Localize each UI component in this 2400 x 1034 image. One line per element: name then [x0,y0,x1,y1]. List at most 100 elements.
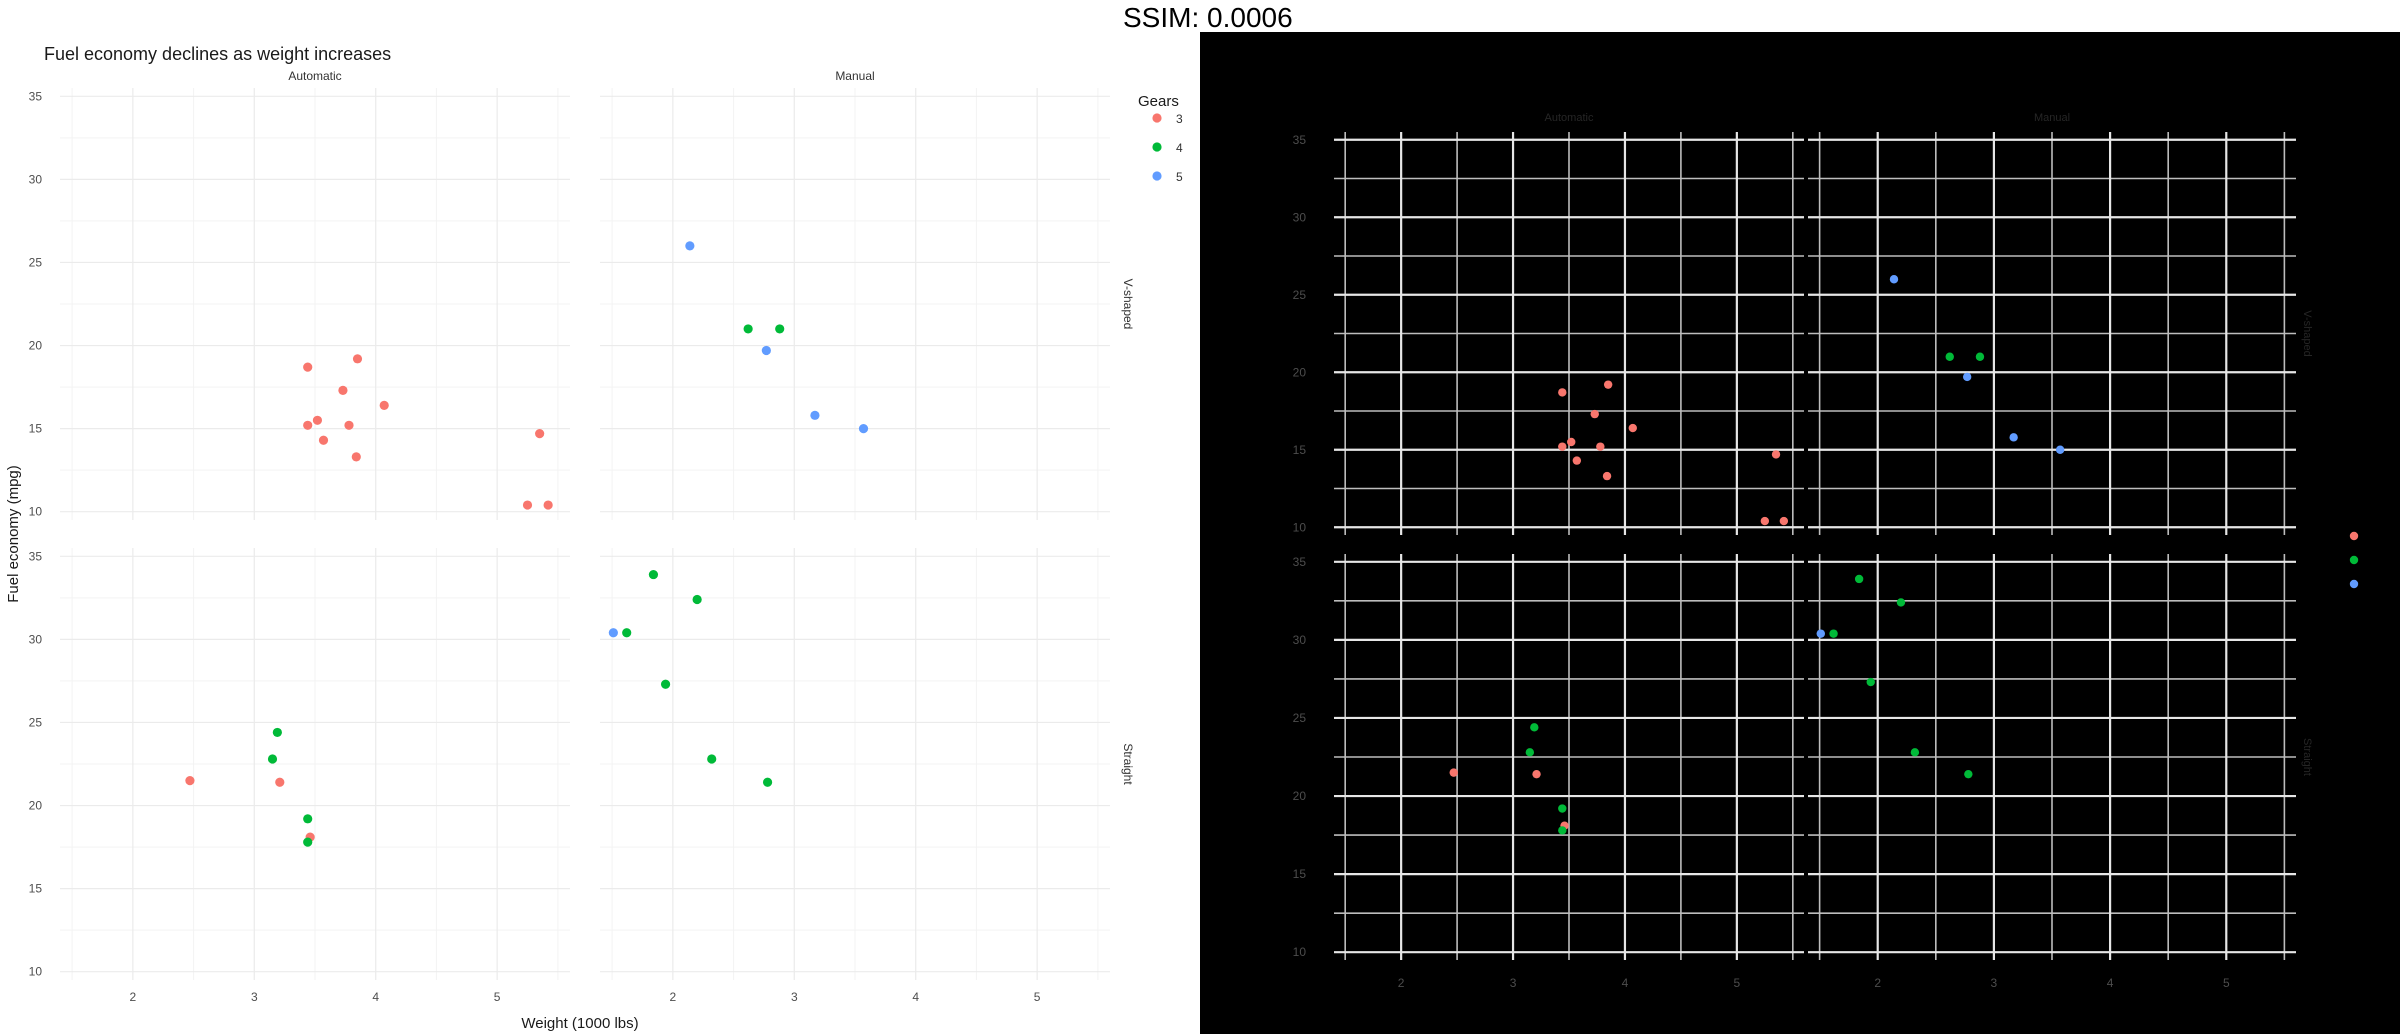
facet-col-label: Automatic [1545,112,1594,124]
chart-canvas: Fuel economy declines as weight increase… [5,44,1183,1032]
data-point [1975,352,1985,361]
data-point [185,776,195,786]
data-point [1525,748,1535,757]
chart-title: Fuel economy declines as weight increase… [44,44,391,64]
data-point [275,777,285,787]
y-tick-label: 15 [1293,867,1307,881]
data-point [1964,769,1973,779]
legend-key [1152,113,1162,123]
facet-col-label: Manual [2034,112,2070,124]
y-tick-label: 15 [29,422,43,436]
data-point [660,679,671,689]
data-point [1558,826,1567,835]
x-tick-label: 2 [1398,976,1405,990]
data-point [1896,598,1906,607]
y-tick-label: 25 [1293,711,1307,725]
facet-panel [60,548,570,980]
x-tick-label: 3 [1991,976,1998,990]
data-point [1829,629,1838,638]
data-point [1572,456,1582,465]
data-point [303,362,313,372]
y-tick-label: 10 [1293,945,1307,959]
data-point [303,837,313,847]
data-point [608,628,618,638]
x-tick-label: 5 [1734,976,1741,990]
data-point [1779,516,1789,526]
data-point [1628,423,1637,433]
data-point [1889,275,1899,284]
legend-key [1152,142,1162,152]
x-tick-label: 4 [912,990,919,1004]
legend-key [2349,531,2359,541]
data-point [1602,471,1612,481]
x-tick-label: 4 [372,990,379,1004]
x-tick-label: 3 [251,990,258,1004]
data-point [1945,352,1954,361]
data-point [1558,388,1567,397]
y-tick-label: 30 [29,632,43,646]
data-point [775,324,785,334]
y-tick-label: 35 [29,89,43,103]
facet-panel [1334,554,1804,960]
x-tick-label: 2 [130,990,137,1004]
facet-panel [1334,132,1804,535]
y-tick-label: 30 [1293,210,1307,224]
y-tick-label: 25 [1293,288,1307,302]
data-point [1603,380,1613,389]
legend-label: 3 [1176,112,1183,126]
data-point [312,415,323,425]
y-axis-label: Fuel economy (mpg) [5,465,22,603]
ssim-label: SSIM: 0.0006 [1123,2,1293,33]
data-point [351,452,361,462]
y-tick-label: 30 [29,172,43,186]
data-point [1558,804,1567,813]
x-tick-label: 5 [494,990,501,1004]
data-point [543,500,553,510]
facet-col-label: Manual [835,69,874,83]
facet-panel [600,548,1110,980]
y-tick-label: 25 [29,255,43,269]
data-point [1530,723,1539,732]
data-point [2055,445,2065,454]
y-tick-label: 10 [1293,520,1307,534]
scatter-facet-chart: Fuel economy declines as weight increase… [5,44,1183,1032]
y-tick-label: 35 [1293,133,1307,147]
data-point [272,727,282,738]
y-tick-label: 35 [29,549,43,563]
render-canvas: Automatic ManualV-shapedStraight101520253… [1293,112,2359,990]
y-tick-label: 35 [1293,555,1307,569]
data-point [352,354,363,364]
data-point [318,435,329,445]
x-tick-label: 2 [670,990,677,1004]
data-point [1962,372,1972,382]
y-tick-label: 20 [29,799,43,813]
data-point [1760,516,1770,526]
data-point [1558,442,1567,451]
data-point [707,754,717,764]
y-tick-label: 25 [29,715,43,729]
y-tick-label: 30 [1293,633,1307,647]
x-tick-label: 3 [1510,976,1517,990]
legend-label: 4 [1176,141,1183,155]
y-tick-label: 10 [29,965,43,979]
y-tick-label: 20 [1293,789,1307,803]
data-point [267,754,278,764]
facet-row-label: Straight [1121,743,1135,785]
x-tick-label: 4 [1622,976,1629,990]
data-point [692,594,702,605]
data-point [1590,409,1599,419]
data-point [743,324,753,334]
legend-title: Gears [1138,93,1179,110]
data-point [379,400,389,410]
data-point [685,241,695,251]
x-tick-label: 5 [1034,990,1041,1004]
data-point [761,345,771,356]
data-point [1910,748,1920,757]
y-tick-label: 15 [29,882,43,896]
data-point [762,777,773,787]
facet-row-label: V-shaped [2301,310,2313,356]
data-point [1854,574,1864,584]
x-tick-label: 5 [2223,976,2230,990]
data-point [2009,433,2018,442]
facet-panel [600,88,1110,520]
